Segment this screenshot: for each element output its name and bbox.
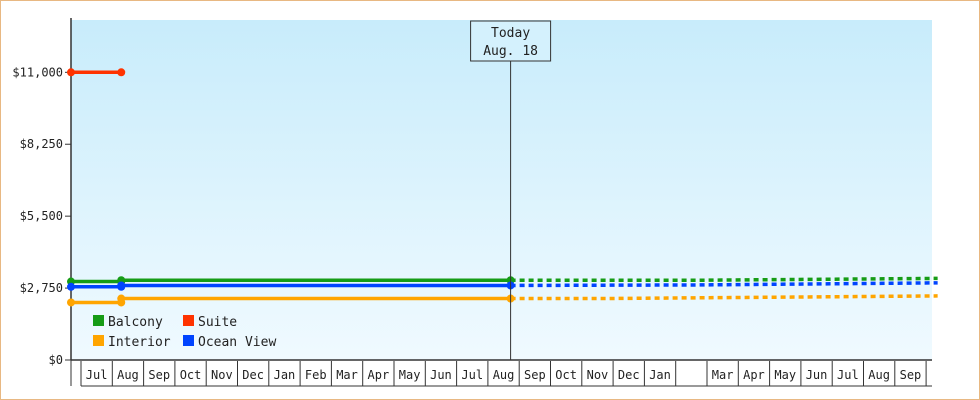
data-point bbox=[117, 68, 126, 77]
data-point bbox=[117, 281, 126, 290]
legend-swatch bbox=[93, 315, 104, 326]
series-lines bbox=[67, 68, 938, 307]
x-tick-label: Apr bbox=[743, 368, 765, 382]
x-tick-label: Dec bbox=[242, 368, 264, 382]
y-tick-label: $2,750 bbox=[20, 281, 63, 295]
x-axis: Jul Aug Sep Oct Nov Dec Jan Feb Mar Apr May Jun Jul A… bbox=[70, 359, 932, 387]
x-tick-label: Jun bbox=[806, 368, 828, 382]
legend: Balcony Suite Interior Ocean View bbox=[93, 315, 276, 350]
x-tick-label: Jul bbox=[461, 368, 483, 382]
x-tick-label: Jan bbox=[274, 368, 296, 382]
series-line bbox=[71, 283, 511, 289]
x-tick-label: Mar bbox=[336, 368, 358, 382]
legend-label: Ocean View bbox=[198, 335, 276, 350]
legend-item: Ocean View bbox=[183, 335, 276, 350]
x-tick-label: Oct bbox=[555, 368, 577, 382]
legend-swatch bbox=[183, 315, 194, 326]
y-tick-label: $0 bbox=[49, 353, 63, 367]
today-date: Aug. 18 bbox=[483, 44, 538, 59]
data-point bbox=[117, 294, 126, 303]
x-tick-label: Jun bbox=[430, 368, 452, 382]
y-tick-label: $5,500 bbox=[20, 209, 63, 223]
today-box bbox=[470, 20, 552, 62]
x-tick-label: Nov bbox=[587, 368, 609, 382]
legend-swatch bbox=[93, 335, 104, 346]
x-tick-label: Oct bbox=[180, 368, 202, 382]
x-tick-label: Sep bbox=[148, 368, 170, 382]
today-marker: Today Aug. 18 bbox=[470, 20, 552, 360]
y-axis: $0 $2,750 $5,500 $8,250 $11,000 bbox=[12, 18, 72, 367]
legend-label: Balcony bbox=[108, 315, 163, 330]
y-tick-label: $8,250 bbox=[20, 137, 63, 151]
y-tick-label: $11,000 bbox=[12, 65, 63, 79]
data-point bbox=[67, 282, 75, 291]
data-point bbox=[67, 68, 75, 77]
x-tick-label: Aug bbox=[117, 368, 139, 382]
x-tick-label: Mar bbox=[712, 368, 734, 382]
x-tick-label: Nov bbox=[211, 368, 233, 382]
x-tick-label: Jan bbox=[649, 368, 671, 382]
series-line bbox=[71, 278, 511, 284]
x-tick-label: Apr bbox=[368, 368, 390, 382]
legend-item: Suite bbox=[183, 315, 237, 330]
x-tick-label: May bbox=[399, 368, 421, 382]
legend-swatch bbox=[183, 335, 194, 346]
legend-label: Interior bbox=[108, 335, 171, 350]
legend-item: Interior bbox=[93, 335, 171, 350]
data-point bbox=[67, 298, 75, 307]
x-tick-label: Aug bbox=[493, 368, 515, 382]
plot-background bbox=[71, 20, 932, 360]
x-tick-label: Dec bbox=[618, 368, 640, 382]
x-tick-label: Jul bbox=[837, 368, 859, 382]
forecast-line bbox=[510, 294, 938, 301]
legend-label: Suite bbox=[198, 315, 237, 330]
series-suite bbox=[67, 68, 126, 77]
x-tick-label: Aug bbox=[868, 368, 890, 382]
x-tick-label: Sep bbox=[900, 368, 922, 382]
legend-item: Balcony bbox=[93, 315, 163, 330]
series-ocean-view bbox=[67, 281, 938, 291]
x-tick-label: May bbox=[774, 368, 796, 382]
x-tick-label: Sep bbox=[524, 368, 546, 382]
x-tick-label: Jul bbox=[86, 368, 108, 382]
today-label: Today bbox=[491, 26, 530, 41]
x-tick-label: Feb bbox=[305, 368, 327, 382]
